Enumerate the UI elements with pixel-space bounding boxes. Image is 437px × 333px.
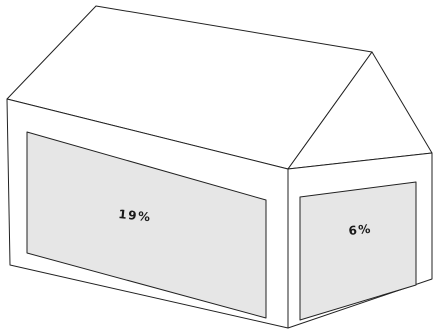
front-wall-panel: [26, 131, 267, 319]
front-wall-percent: 19%: [118, 207, 153, 224]
side-wall-percent: 6%: [348, 222, 373, 238]
side-wall-panel: [299, 181, 417, 321]
